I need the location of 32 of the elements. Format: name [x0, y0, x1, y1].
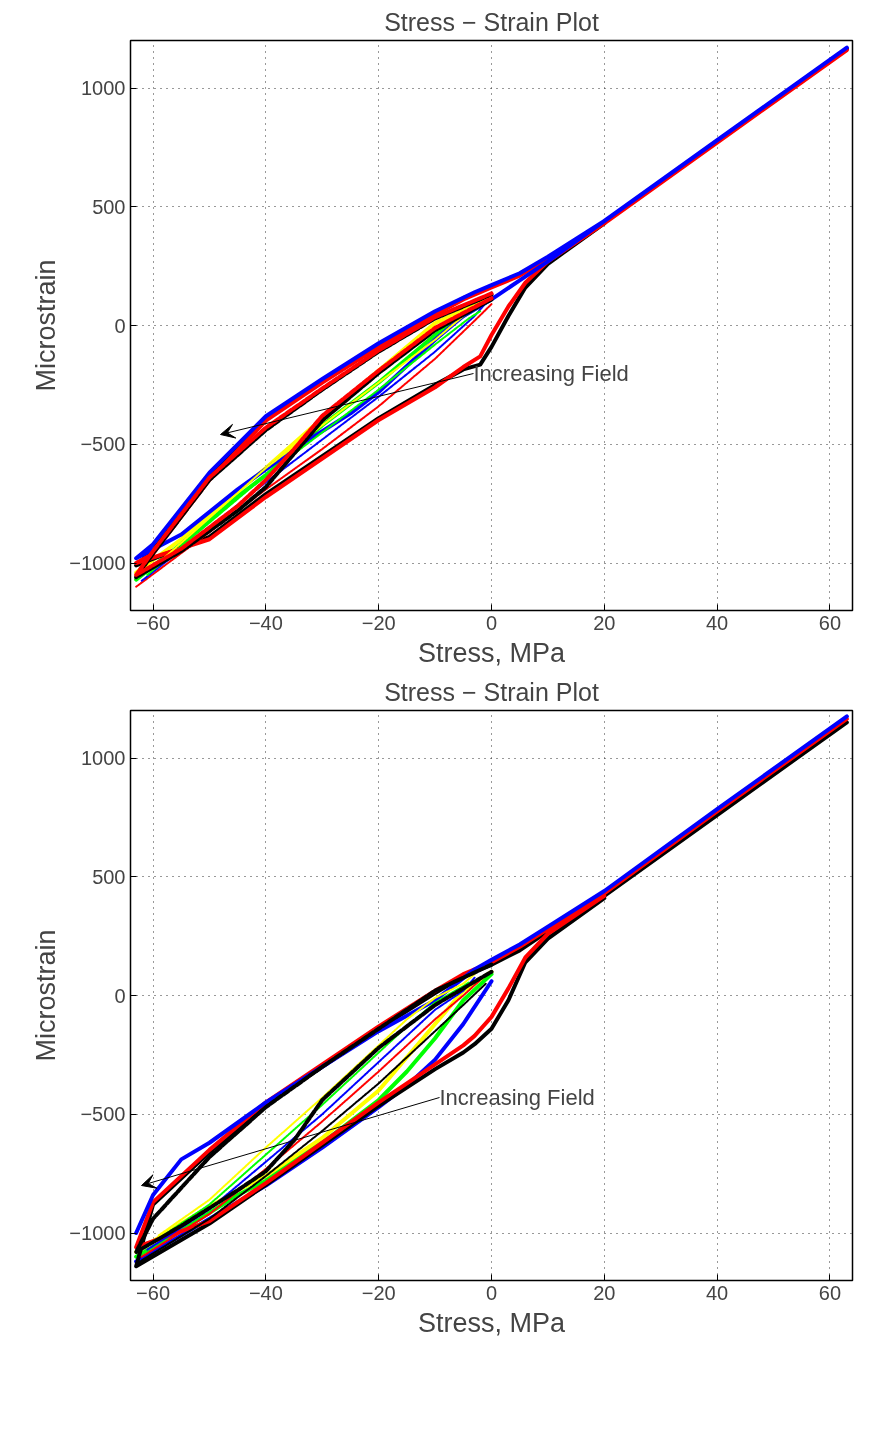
y-tick-label: 1000 [81, 77, 126, 99]
y-tick-label: 0 [114, 984, 126, 1007]
y-tick-label: 0 [114, 314, 126, 337]
x-tick-label: −20 [361, 611, 396, 634]
y-tick-label: 500 [92, 195, 126, 218]
y-axis-title: Microstrain [31, 259, 62, 392]
x-tick-label: 40 [706, 611, 729, 634]
x-tick-label: 60 [818, 1281, 842, 1304]
chart-title: Stress − Strain Plot [384, 7, 599, 36]
x-tick-label: −60 [136, 1281, 171, 1304]
y-tick-label: −500 [80, 433, 126, 456]
y-tick-label: 500 [92, 865, 126, 888]
chart-title: Stress − Strain Plot [384, 677, 599, 706]
x-tick-label: −20 [361, 1281, 396, 1304]
x-tick-label: 60 [818, 611, 842, 634]
x-tick-label: 20 [593, 1281, 616, 1304]
y-tick-label: −1000 [69, 552, 126, 574]
x-tick-label: 0 [485, 611, 498, 634]
annotation: Increasing Field [473, 361, 629, 386]
y-tick-label: 1000 [81, 747, 126, 769]
x-tick-label: 0 [485, 1281, 498, 1304]
x-tick-label: −40 [248, 1281, 283, 1304]
x-tick-label: −60 [136, 611, 171, 634]
annotation: Increasing Field [439, 1085, 595, 1110]
x-axis-title: Stress, MPa [417, 637, 566, 668]
x-axis-title: Stress, MPa [417, 1307, 566, 1338]
x-tick-label: −40 [248, 611, 283, 634]
x-tick-label: 20 [593, 611, 616, 634]
y-tick-label: −1000 [69, 1222, 126, 1244]
y-axis-title: Microstrain [31, 929, 62, 1062]
y-tick-label: −500 [80, 1103, 126, 1126]
x-tick-label: 40 [706, 1281, 729, 1304]
